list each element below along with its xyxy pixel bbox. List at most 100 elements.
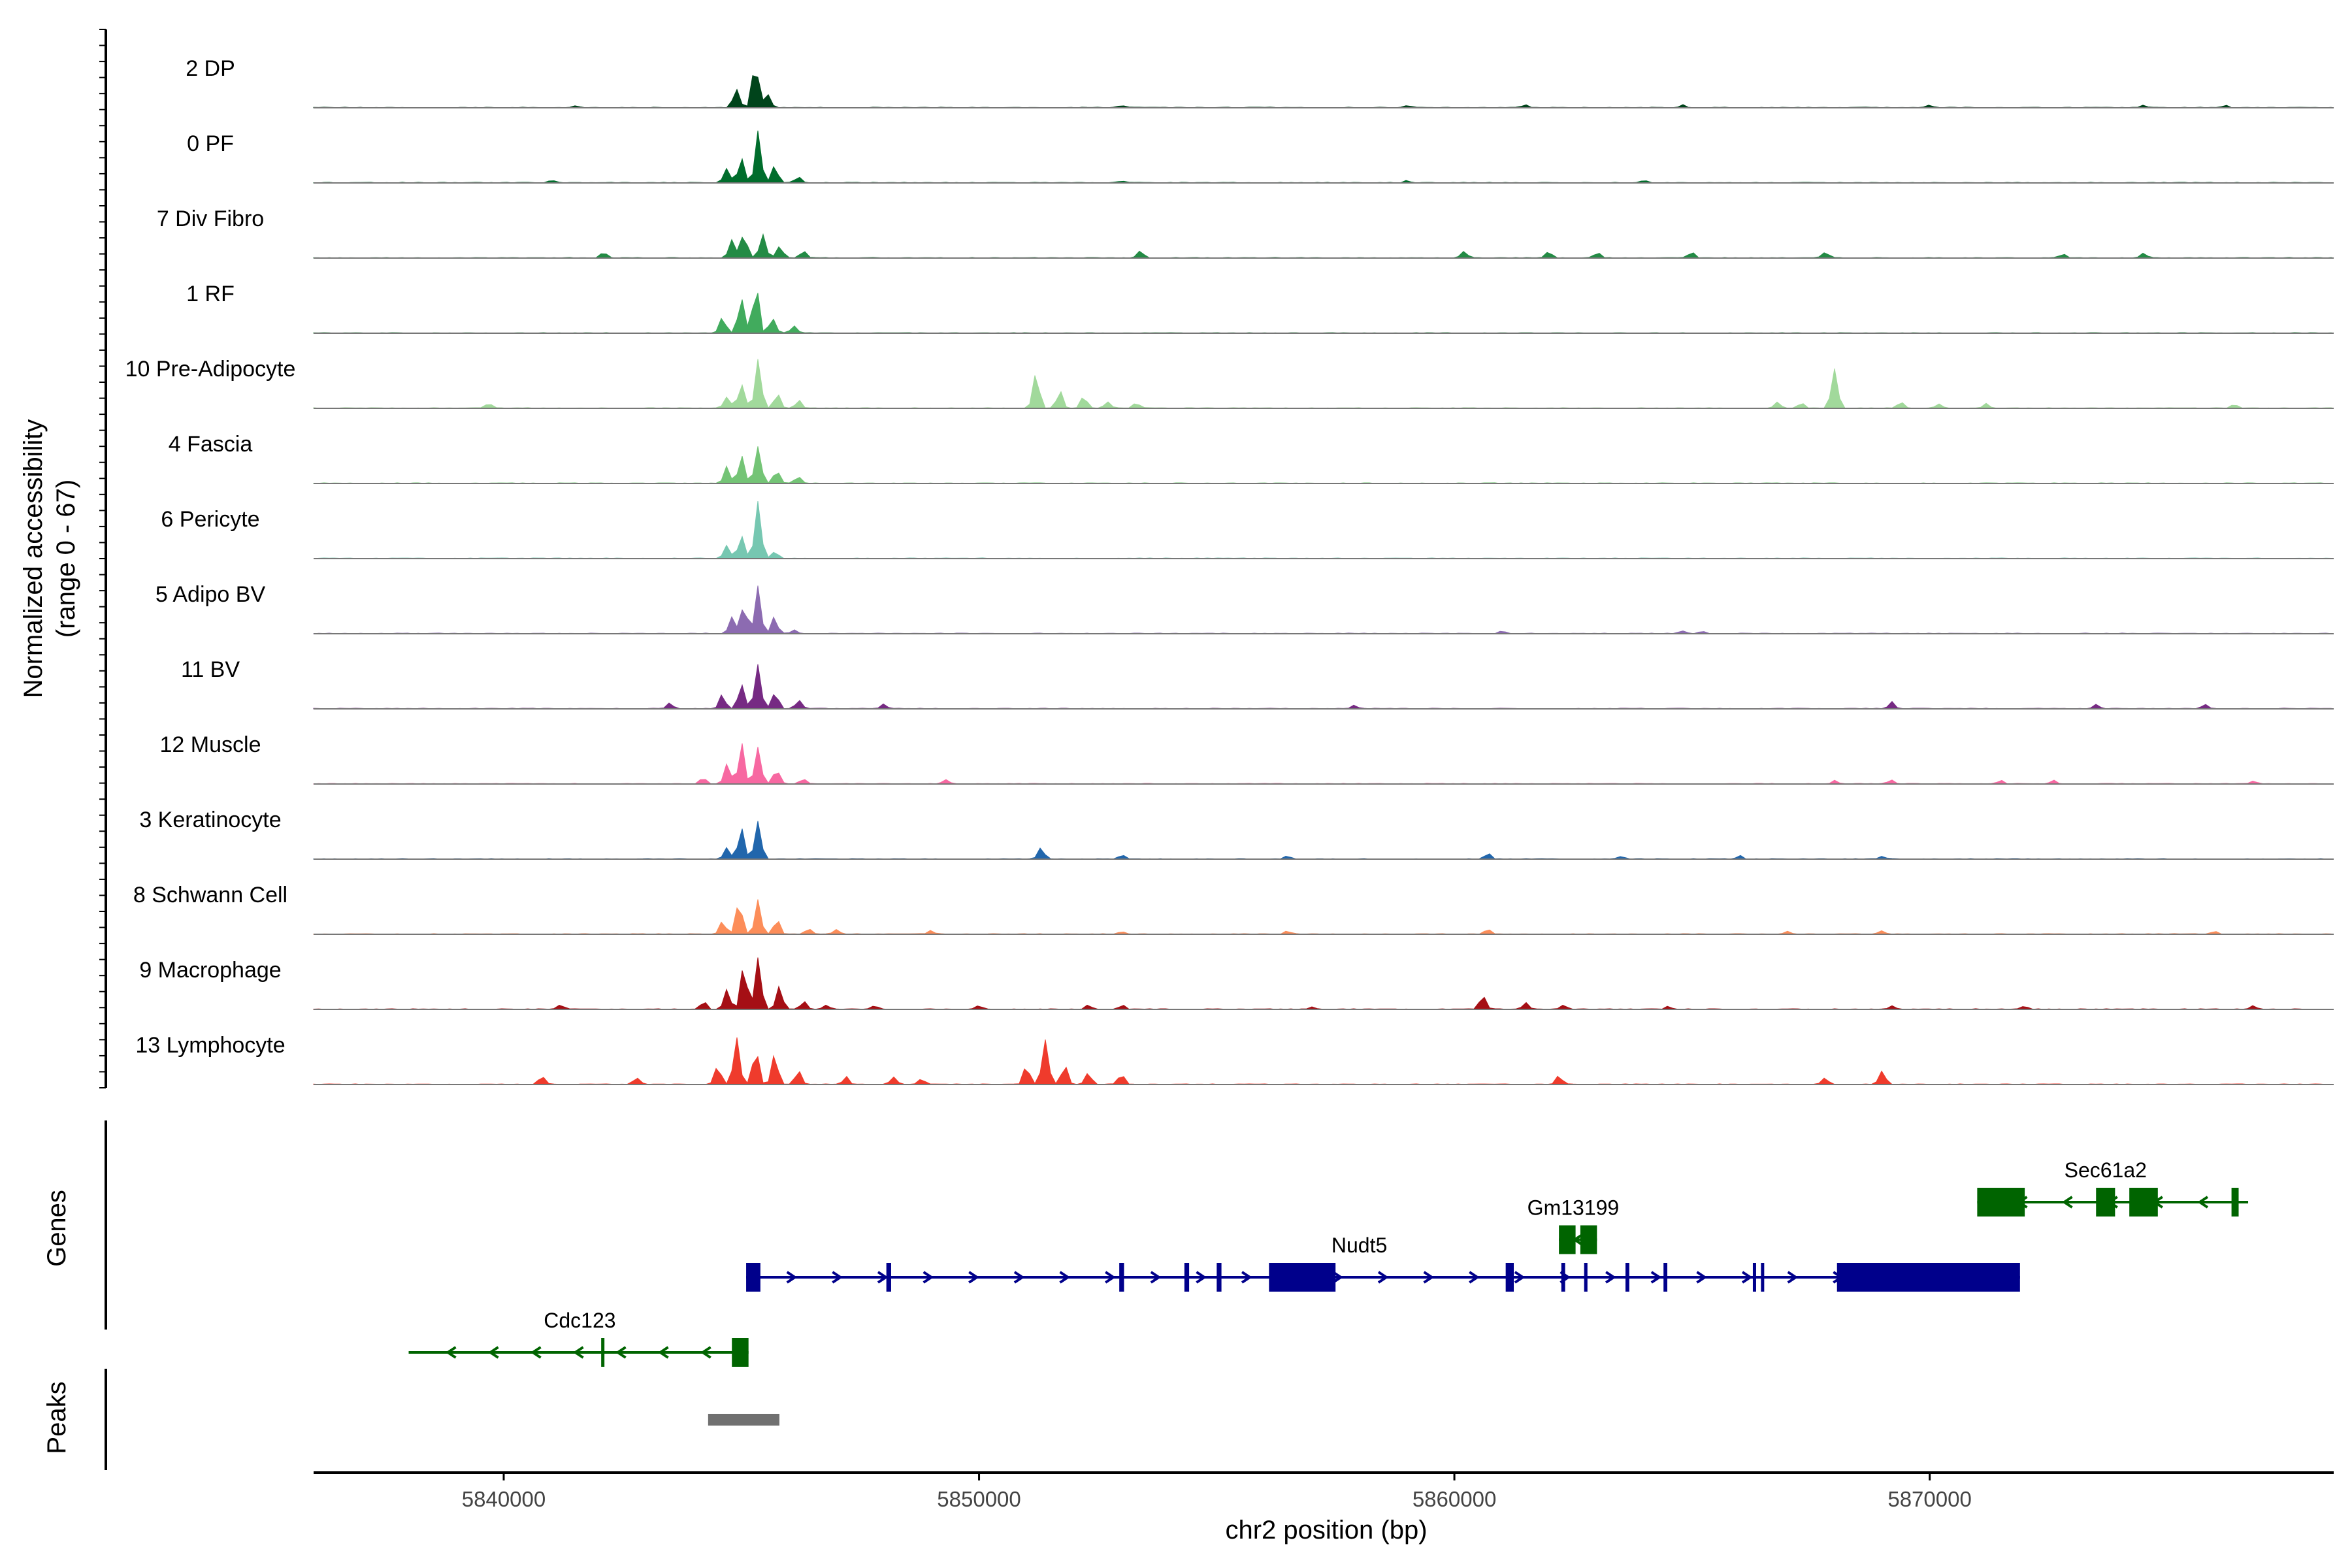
x-tick-label: 5840000	[462, 1487, 546, 1511]
track-2-dp: 2 DP	[186, 56, 2334, 108]
exon	[732, 1338, 749, 1367]
coverage-area	[313, 899, 2334, 935]
y-axis-title-range: (range 0 - 67)	[52, 480, 80, 638]
strand-arrow	[1787, 1271, 1799, 1284]
track-label: 13 Lymphocyte	[135, 1033, 285, 1058]
coverage-area	[313, 743, 2334, 785]
x-tick-label: 5870000	[1887, 1487, 1971, 1511]
coverage-area	[313, 75, 2334, 108]
strand-arrow	[2197, 1196, 2209, 1209]
strand-arrow	[1741, 1271, 1753, 1284]
strand-arrow	[877, 1271, 889, 1284]
y-axis-title: Normalized accessibility	[19, 419, 48, 698]
gene-cdc123: Cdc123	[408, 1309, 749, 1367]
exon	[1119, 1263, 1124, 1292]
strand-arrow	[1241, 1271, 1252, 1284]
track-label: 4 Fascia	[169, 432, 253, 457]
strand-arrow	[1650, 1271, 1662, 1284]
exon	[746, 1263, 760, 1292]
track-label: 5 Adipo BV	[155, 582, 266, 607]
exon	[1184, 1263, 1190, 1292]
exon	[1584, 1263, 1588, 1292]
strand-arrow	[658, 1346, 669, 1359]
strand-arrow	[1377, 1271, 1389, 1284]
coverage-area	[313, 1037, 2334, 1085]
coverage-area	[313, 585, 2334, 634]
peak-track	[708, 1414, 779, 1426]
strand-arrow	[786, 1271, 798, 1284]
peak-bar	[708, 1414, 779, 1426]
exon	[1663, 1263, 1668, 1292]
track-13-lymphocyte: 13 Lymphocyte	[135, 1033, 2334, 1085]
coverage-area	[313, 359, 2334, 409]
strand-arrow	[1332, 1271, 1343, 1284]
coverage-area	[313, 821, 2334, 860]
track-12-muscle: 12 Muscle	[160, 732, 2334, 785]
track-1-rf: 1 RF	[186, 282, 2334, 334]
track-11-bv: 11 BV	[181, 657, 2334, 710]
gene-gm13199: Gm13199	[1527, 1196, 1619, 1254]
x-axis-title: chr2 position (bp)	[1225, 1516, 1427, 1544]
track-label: 6 Pericyte	[161, 507, 259, 532]
track-3-keratinocyte: 3 Keratinocyte	[139, 808, 2334, 860]
exon	[2129, 1188, 2158, 1217]
track-label: 2 DP	[186, 56, 235, 81]
coverage-area	[313, 957, 2334, 1010]
coverage-area	[313, 233, 2334, 259]
exon	[1625, 1263, 1629, 1292]
track-7-div-fibro: 7 Div Fibro	[157, 206, 2334, 259]
exon	[1559, 1225, 1576, 1254]
strand-arrow	[1469, 1271, 1480, 1284]
track-label: 9 Macrophage	[139, 958, 281, 983]
exon	[886, 1263, 891, 1292]
track-0-pf: 0 PF	[187, 130, 2334, 184]
coverage-area	[313, 446, 2334, 484]
exon	[601, 1338, 605, 1367]
exon	[1837, 1263, 2020, 1292]
strand-arrow	[1696, 1271, 1707, 1284]
track-10-pre-adipocyte: 10 Pre-Adipocyte	[125, 357, 2334, 409]
strand-arrow	[1196, 1271, 1207, 1284]
exon	[1977, 1188, 2025, 1217]
track-4-fascia: 4 Fascia	[169, 432, 2334, 484]
track-label: 7 Div Fibro	[157, 206, 264, 231]
gene-nudt5: Nudt5	[746, 1233, 2020, 1292]
strand-arrow	[1423, 1271, 1435, 1284]
track-9-macrophage: 9 Macrophage	[139, 957, 2334, 1010]
peaks-panel-title: Peaks	[42, 1381, 71, 1454]
track-label: 10 Pre-Adipocyte	[125, 357, 296, 382]
track-label: 11 BV	[181, 657, 240, 682]
track-label: 8 Schwann Cell	[133, 883, 287, 907]
strand-arrow	[968, 1271, 979, 1284]
strand-arrow	[1150, 1271, 1162, 1284]
accessibility-tracks: 2 DP 0 PF 7 Div Fibro 1 RF 10 Pre-Adipocyte 4…	[125, 56, 2334, 1085]
track-label: 3 Keratinocyte	[139, 808, 281, 832]
exon	[1217, 1263, 1222, 1292]
coverage-area	[313, 664, 2334, 710]
gene-track: Nudt5 Cdc123 Gm13199 Sec61a2	[408, 1158, 2249, 1367]
gene-sec61a2: Sec61a2	[1977, 1158, 2249, 1217]
x-axis: 5840000 5850000 5860000 5870000	[314, 1471, 2334, 1511]
strand-arrow	[615, 1346, 627, 1359]
coverage-area	[313, 130, 2334, 184]
strand-arrow	[572, 1346, 584, 1359]
strand-arrow	[2061, 1196, 2073, 1209]
track-6-pericyte: 6 Pericyte	[161, 500, 2334, 559]
gene-label: Sec61a2	[2065, 1158, 2147, 1182]
strand-arrow	[487, 1346, 499, 1359]
exon	[1561, 1263, 1565, 1292]
left-axes	[99, 29, 107, 1470]
track-5-adipo-bv: 5 Adipo BV	[155, 582, 2334, 634]
x-tick-label: 5860000	[1413, 1487, 1496, 1511]
strand-arrow	[530, 1346, 542, 1359]
exon	[2096, 1188, 2115, 1217]
track-label: 0 PF	[187, 131, 234, 156]
strand-arrow	[700, 1346, 711, 1359]
coverage-area	[313, 293, 2334, 334]
strand-arrow	[445, 1346, 457, 1359]
strand-arrow	[1059, 1271, 1071, 1284]
strand-arrow	[1514, 1271, 1526, 1284]
gene-label: Cdc123	[544, 1309, 615, 1332]
track-label: 1 RF	[186, 282, 235, 306]
